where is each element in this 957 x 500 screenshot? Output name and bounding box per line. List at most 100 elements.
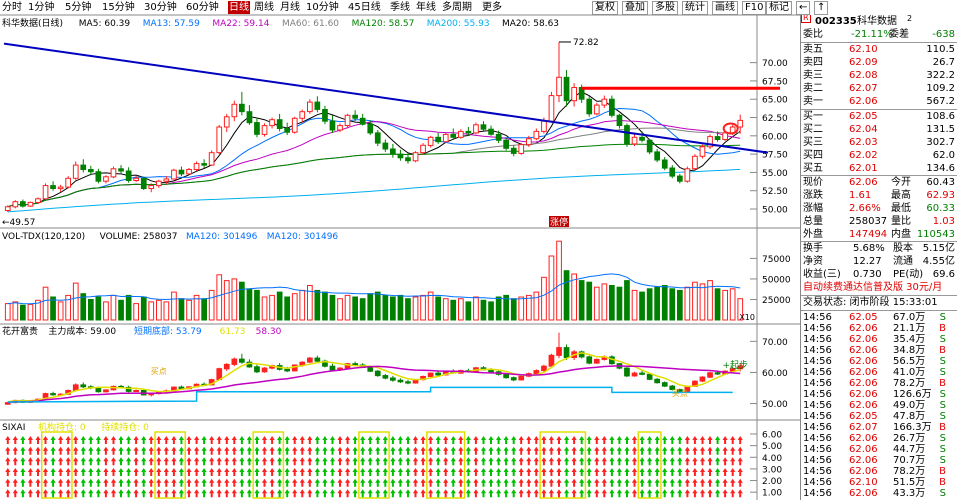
candle[interactable] bbox=[420, 143, 426, 155]
candle[interactable] bbox=[254, 117, 260, 138]
candle[interactable] bbox=[435, 132, 441, 144]
candle[interactable] bbox=[163, 176, 170, 185]
candle[interactable] bbox=[20, 199, 26, 208]
candle[interactable] bbox=[50, 181, 56, 191]
candle[interactable] bbox=[276, 113, 283, 132]
period-tab-13[interactable]: 多周期 bbox=[442, 2, 472, 13]
candle[interactable] bbox=[322, 105, 328, 125]
candle[interactable] bbox=[556, 42, 562, 103]
promo-banner[interactable]: 自动续费通达信普及版 30元/月 bbox=[801, 281, 957, 294]
candle[interactable] bbox=[593, 102, 600, 116]
candle[interactable] bbox=[269, 117, 275, 129]
candle[interactable] bbox=[186, 168, 192, 175]
candle[interactable] bbox=[458, 129, 464, 139]
candle[interactable] bbox=[12, 200, 19, 209]
candle[interactable] bbox=[631, 134, 638, 147]
candle[interactable] bbox=[80, 159, 87, 173]
candle[interactable] bbox=[586, 96, 593, 117]
stock-chart[interactable]: 70.00 67.50 65.00 62.50 60.00 57.50 55.00 52.50… bbox=[0, 0, 800, 500]
candle[interactable] bbox=[65, 176, 72, 189]
candle[interactable] bbox=[193, 161, 200, 171]
period-tab-6[interactable]: 日线 bbox=[228, 1, 250, 14]
candle[interactable] bbox=[103, 175, 109, 184]
toolbar-button-7[interactable]: ← bbox=[796, 1, 811, 15]
candle[interactable] bbox=[571, 83, 577, 107]
candle[interactable] bbox=[352, 110, 358, 122]
candle[interactable] bbox=[669, 165, 676, 179]
candle[interactable] bbox=[239, 91, 245, 116]
candle[interactable] bbox=[526, 135, 532, 147]
period-tab-5[interactable]: 60分钟 bbox=[186, 2, 219, 13]
highlight-circle[interactable] bbox=[722, 122, 739, 135]
candle[interactable] bbox=[42, 183, 49, 201]
candle[interactable] bbox=[178, 166, 185, 177]
candle[interactable] bbox=[344, 113, 351, 129]
trendline[interactable] bbox=[3, 42, 769, 154]
candle[interactable] bbox=[548, 91, 555, 123]
candle[interactable] bbox=[374, 129, 381, 147]
candle[interactable] bbox=[72, 161, 79, 180]
candle[interactable] bbox=[27, 201, 34, 207]
candle[interactable] bbox=[125, 167, 132, 183]
candle[interactable] bbox=[480, 121, 487, 131]
period-tab-11[interactable]: 季线 bbox=[390, 2, 410, 13]
period-tab-1[interactable]: 1分钟 bbox=[28, 2, 55, 13]
period-tab-8[interactable]: 月线 bbox=[280, 2, 300, 13]
candle[interactable] bbox=[382, 139, 389, 152]
candle[interactable] bbox=[518, 143, 525, 155]
candle[interactable] bbox=[261, 123, 268, 137]
period-tab-7[interactable]: 周线 bbox=[254, 2, 274, 13]
candle[interactable] bbox=[714, 131, 721, 142]
candle[interactable] bbox=[450, 128, 457, 139]
candle[interactable] bbox=[148, 183, 155, 193]
candle[interactable] bbox=[246, 105, 253, 125]
candle[interactable] bbox=[201, 159, 208, 169]
candle[interactable] bbox=[677, 173, 683, 184]
candle[interactable] bbox=[661, 157, 668, 171]
candle[interactable] bbox=[208, 150, 215, 166]
candle[interactable] bbox=[223, 113, 230, 133]
period-tab-3[interactable]: 15分钟 bbox=[102, 2, 135, 13]
promo-text[interactable]: 自动续费通达信普及版 30元/月 bbox=[803, 282, 943, 293]
candle[interactable] bbox=[412, 151, 419, 163]
candle[interactable] bbox=[533, 128, 540, 141]
candle[interactable] bbox=[503, 138, 509, 151]
candle[interactable] bbox=[88, 165, 94, 176]
candle[interactable] bbox=[299, 109, 306, 123]
period-tab-9[interactable]: 10分钟 bbox=[306, 2, 339, 13]
period-tab-12[interactable]: 年线 bbox=[416, 2, 436, 13]
candle[interactable] bbox=[465, 127, 472, 136]
candle[interactable] bbox=[307, 99, 313, 114]
candle[interactable] bbox=[427, 135, 434, 148]
candle[interactable] bbox=[359, 113, 366, 126]
candle[interactable] bbox=[57, 184, 64, 193]
candle[interactable] bbox=[699, 144, 706, 159]
candle[interactable] bbox=[367, 120, 374, 136]
candle[interactable] bbox=[4, 205, 11, 212]
candle[interactable] bbox=[390, 143, 396, 158]
candle[interactable] bbox=[397, 149, 404, 161]
period-tab-2[interactable]: 5分钟 bbox=[65, 2, 92, 13]
candle[interactable] bbox=[563, 69, 570, 107]
candle[interactable] bbox=[118, 165, 124, 174]
candle[interactable] bbox=[291, 116, 298, 134]
candle[interactable] bbox=[171, 168, 177, 180]
period-tab-4[interactable]: 30分钟 bbox=[144, 2, 177, 13]
candle[interactable] bbox=[110, 166, 117, 179]
toolbar-button-8[interactable]: ↑ bbox=[814, 1, 829, 15]
candle[interactable] bbox=[35, 197, 41, 204]
candle[interactable] bbox=[601, 95, 608, 109]
candle[interactable] bbox=[707, 134, 713, 149]
candle[interactable] bbox=[692, 154, 698, 171]
candle[interactable] bbox=[737, 114, 744, 134]
candle[interactable] bbox=[684, 166, 691, 183]
candle[interactable] bbox=[654, 148, 660, 163]
candle[interactable] bbox=[140, 176, 147, 190]
period-tab-0[interactable]: 分时 bbox=[2, 2, 22, 13]
candle[interactable] bbox=[156, 179, 162, 188]
candle[interactable] bbox=[284, 122, 290, 136]
candle[interactable] bbox=[639, 131, 645, 143]
candle[interactable] bbox=[609, 95, 615, 118]
period-tab-10[interactable]: 45日线 bbox=[348, 2, 381, 13]
candle[interactable] bbox=[231, 100, 238, 122]
